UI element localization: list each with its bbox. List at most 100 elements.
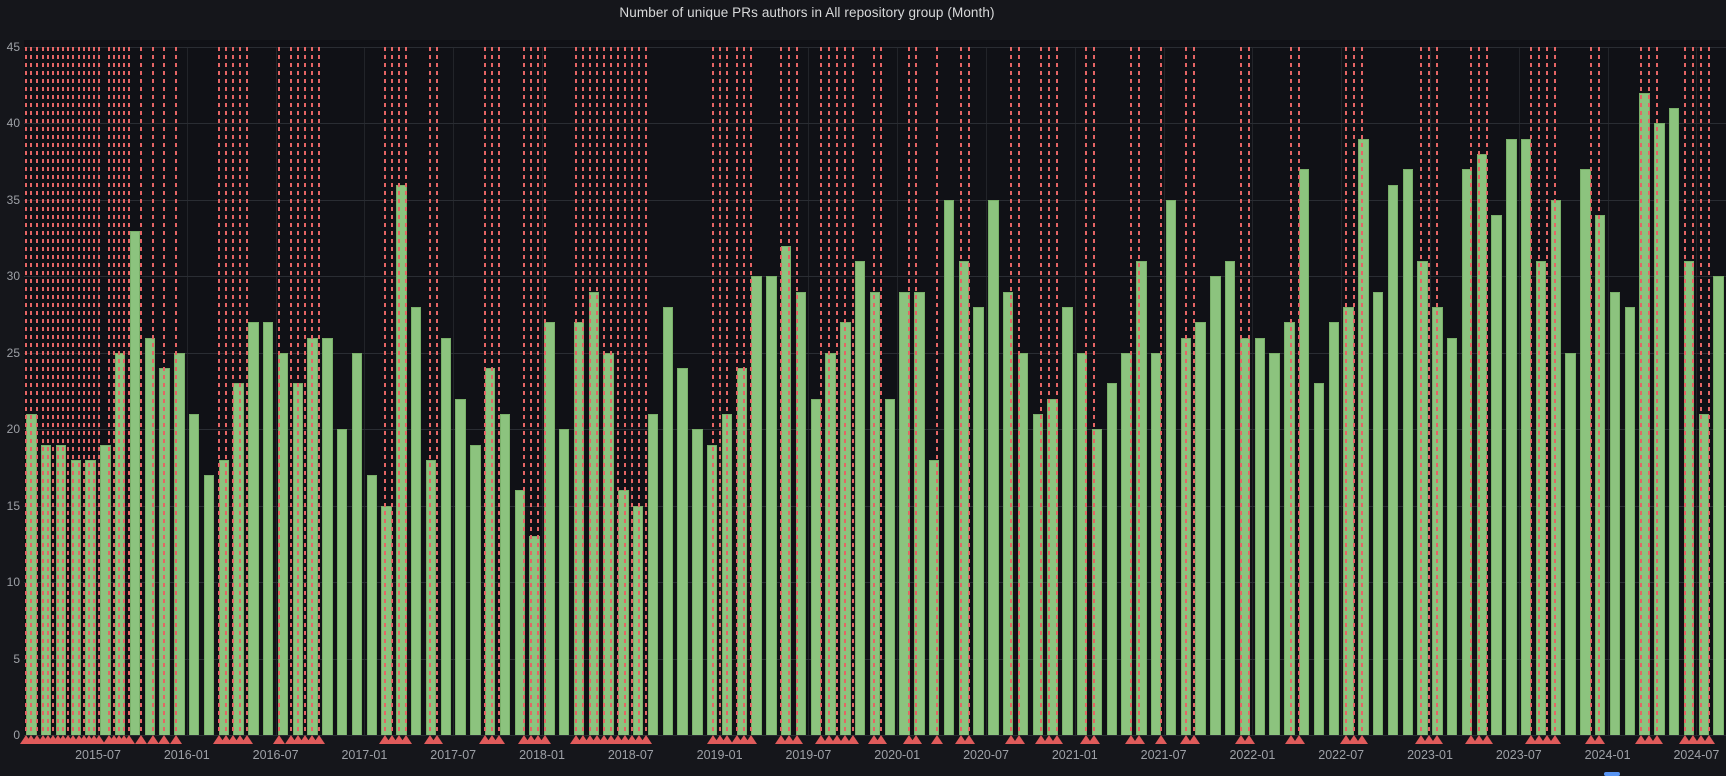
- bar[interactable]: [529, 536, 540, 735]
- annotation-line[interactable]: [1056, 47, 1058, 735]
- bar[interactable]: [677, 368, 688, 735]
- bar[interactable]: [263, 322, 274, 735]
- bar[interactable]: [929, 459, 940, 735]
- annotation-marker-icon[interactable]: [241, 735, 253, 744]
- annotation-line[interactable]: [246, 47, 248, 735]
- bar[interactable]: [1624, 306, 1635, 735]
- bar[interactable]: [1106, 383, 1117, 735]
- annotation-marker-icon[interactable]: [577, 735, 589, 744]
- annotation-marker-icon[interactable]: [738, 735, 750, 744]
- bar[interactable]: [1609, 291, 1621, 735]
- annotation-marker-icon[interactable]: [1356, 735, 1368, 744]
- annotation-marker-icon[interactable]: [292, 735, 304, 744]
- annotation-marker-icon[interactable]: [1481, 735, 1493, 744]
- annotation-marker-icon[interactable]: [1541, 735, 1553, 744]
- annotation-line[interactable]: [113, 47, 115, 735]
- bar[interactable]: [144, 337, 155, 735]
- annotation-marker-icon[interactable]: [1415, 735, 1427, 744]
- annotation-marker-icon[interactable]: [1585, 735, 1597, 744]
- bar[interactable]: [174, 352, 185, 735]
- bar[interactable]: [1373, 291, 1384, 735]
- annotation-line[interactable]: [83, 47, 85, 735]
- bar[interactable]: [1328, 322, 1339, 735]
- annotation-line[interactable]: [491, 47, 493, 735]
- annotation-marker-icon[interactable]: [306, 735, 318, 744]
- annotation-line[interactable]: [960, 47, 962, 735]
- annotation-line[interactable]: [218, 47, 220, 735]
- annotation-line[interactable]: [603, 47, 605, 735]
- annotation-marker-icon[interactable]: [1125, 735, 1137, 744]
- annotation-line[interactable]: [225, 47, 227, 735]
- bar[interactable]: [1387, 184, 1399, 735]
- annotation-line[interactable]: [1345, 47, 1347, 735]
- annotation-line[interactable]: [1598, 47, 1600, 735]
- annotation-line[interactable]: [405, 47, 407, 735]
- bar[interactable]: [248, 322, 259, 735]
- panel-title[interactable]: Number of unique PRs authors in All repo…: [619, 5, 995, 20]
- annotation-line[interactable]: [232, 47, 234, 735]
- annotation-line[interactable]: [123, 47, 125, 735]
- bar[interactable]: [1284, 322, 1295, 735]
- annotation-marker-icon[interactable]: [400, 735, 412, 744]
- annotation-line[interactable]: [436, 47, 438, 735]
- annotation-line[interactable]: [712, 47, 714, 735]
- annotation-line[interactable]: [391, 47, 393, 735]
- bar[interactable]: [1506, 138, 1517, 735]
- annotation-line[interactable]: [239, 47, 241, 735]
- annotation-line[interactable]: [750, 47, 752, 735]
- annotation-marker-icon[interactable]: [931, 735, 943, 744]
- bar[interactable]: [351, 352, 363, 735]
- annotation-line[interactable]: [780, 47, 782, 735]
- bar[interactable]: [1210, 276, 1221, 735]
- annotation-marker-icon[interactable]: [775, 735, 787, 744]
- annotation-line[interactable]: [163, 47, 165, 735]
- annotation-marker-icon[interactable]: [1155, 735, 1167, 744]
- annotation-marker-icon[interactable]: [791, 735, 803, 744]
- bar[interactable]: [1491, 215, 1502, 735]
- annotation-marker-icon[interactable]: [963, 735, 975, 744]
- annotation-line[interactable]: [108, 47, 110, 735]
- annotation-marker-icon[interactable]: [379, 735, 391, 744]
- annotation-marker-icon[interactable]: [570, 735, 582, 744]
- annotation-line[interactable]: [297, 47, 299, 735]
- annotation-marker-icon[interactable]: [1005, 735, 1017, 744]
- annotation-line[interactable]: [429, 47, 431, 735]
- bar[interactable]: [751, 276, 762, 735]
- annotation-line[interactable]: [1684, 47, 1686, 735]
- annotation-marker-icon[interactable]: [1533, 735, 1545, 744]
- annotation-marker-icon[interactable]: [518, 735, 530, 744]
- bar[interactable]: [337, 429, 348, 735]
- annotation-line[interactable]: [311, 47, 313, 735]
- annotation-marker-icon[interactable]: [1051, 735, 1063, 744]
- annotation-line[interactable]: [36, 47, 38, 735]
- annotation-line[interactable]: [575, 47, 577, 735]
- bar[interactable]: [559, 429, 570, 735]
- annotation-line[interactable]: [645, 47, 647, 735]
- annotation-marker-icon[interactable]: [1043, 735, 1055, 744]
- annotation-line[interactable]: [1478, 47, 1480, 735]
- annotation-line[interactable]: [42, 47, 44, 735]
- annotation-line[interactable]: [62, 47, 64, 735]
- annotation-line[interactable]: [30, 47, 32, 735]
- annotation-marker-icon[interactable]: [273, 735, 285, 744]
- bar[interactable]: [943, 199, 955, 735]
- annotation-marker-icon[interactable]: [431, 735, 443, 744]
- bar[interactable]: [203, 475, 215, 735]
- annotation-line[interactable]: [1648, 47, 1650, 735]
- annotation-line[interactable]: [844, 47, 846, 735]
- bar[interactable]: [1402, 169, 1413, 735]
- annotation-marker-icon[interactable]: [731, 735, 743, 744]
- bar[interactable]: [988, 199, 999, 735]
- annotation-line[interactable]: [1420, 47, 1422, 735]
- annotation-marker-icon[interactable]: [424, 735, 436, 744]
- annotation-line[interactable]: [1486, 47, 1488, 735]
- bar[interactable]: [914, 291, 925, 735]
- annotation-marker-icon[interactable]: [135, 735, 147, 744]
- annotation-marker-icon[interactable]: [213, 735, 225, 744]
- annotation-marker-icon[interactable]: [1235, 735, 1247, 744]
- annotation-marker-icon[interactable]: [93, 735, 105, 744]
- annotation-line[interactable]: [638, 47, 640, 735]
- annotation-line[interactable]: [1708, 47, 1710, 735]
- annotation-marker-icon[interactable]: [721, 735, 733, 744]
- annotation-marker-icon[interactable]: [591, 735, 603, 744]
